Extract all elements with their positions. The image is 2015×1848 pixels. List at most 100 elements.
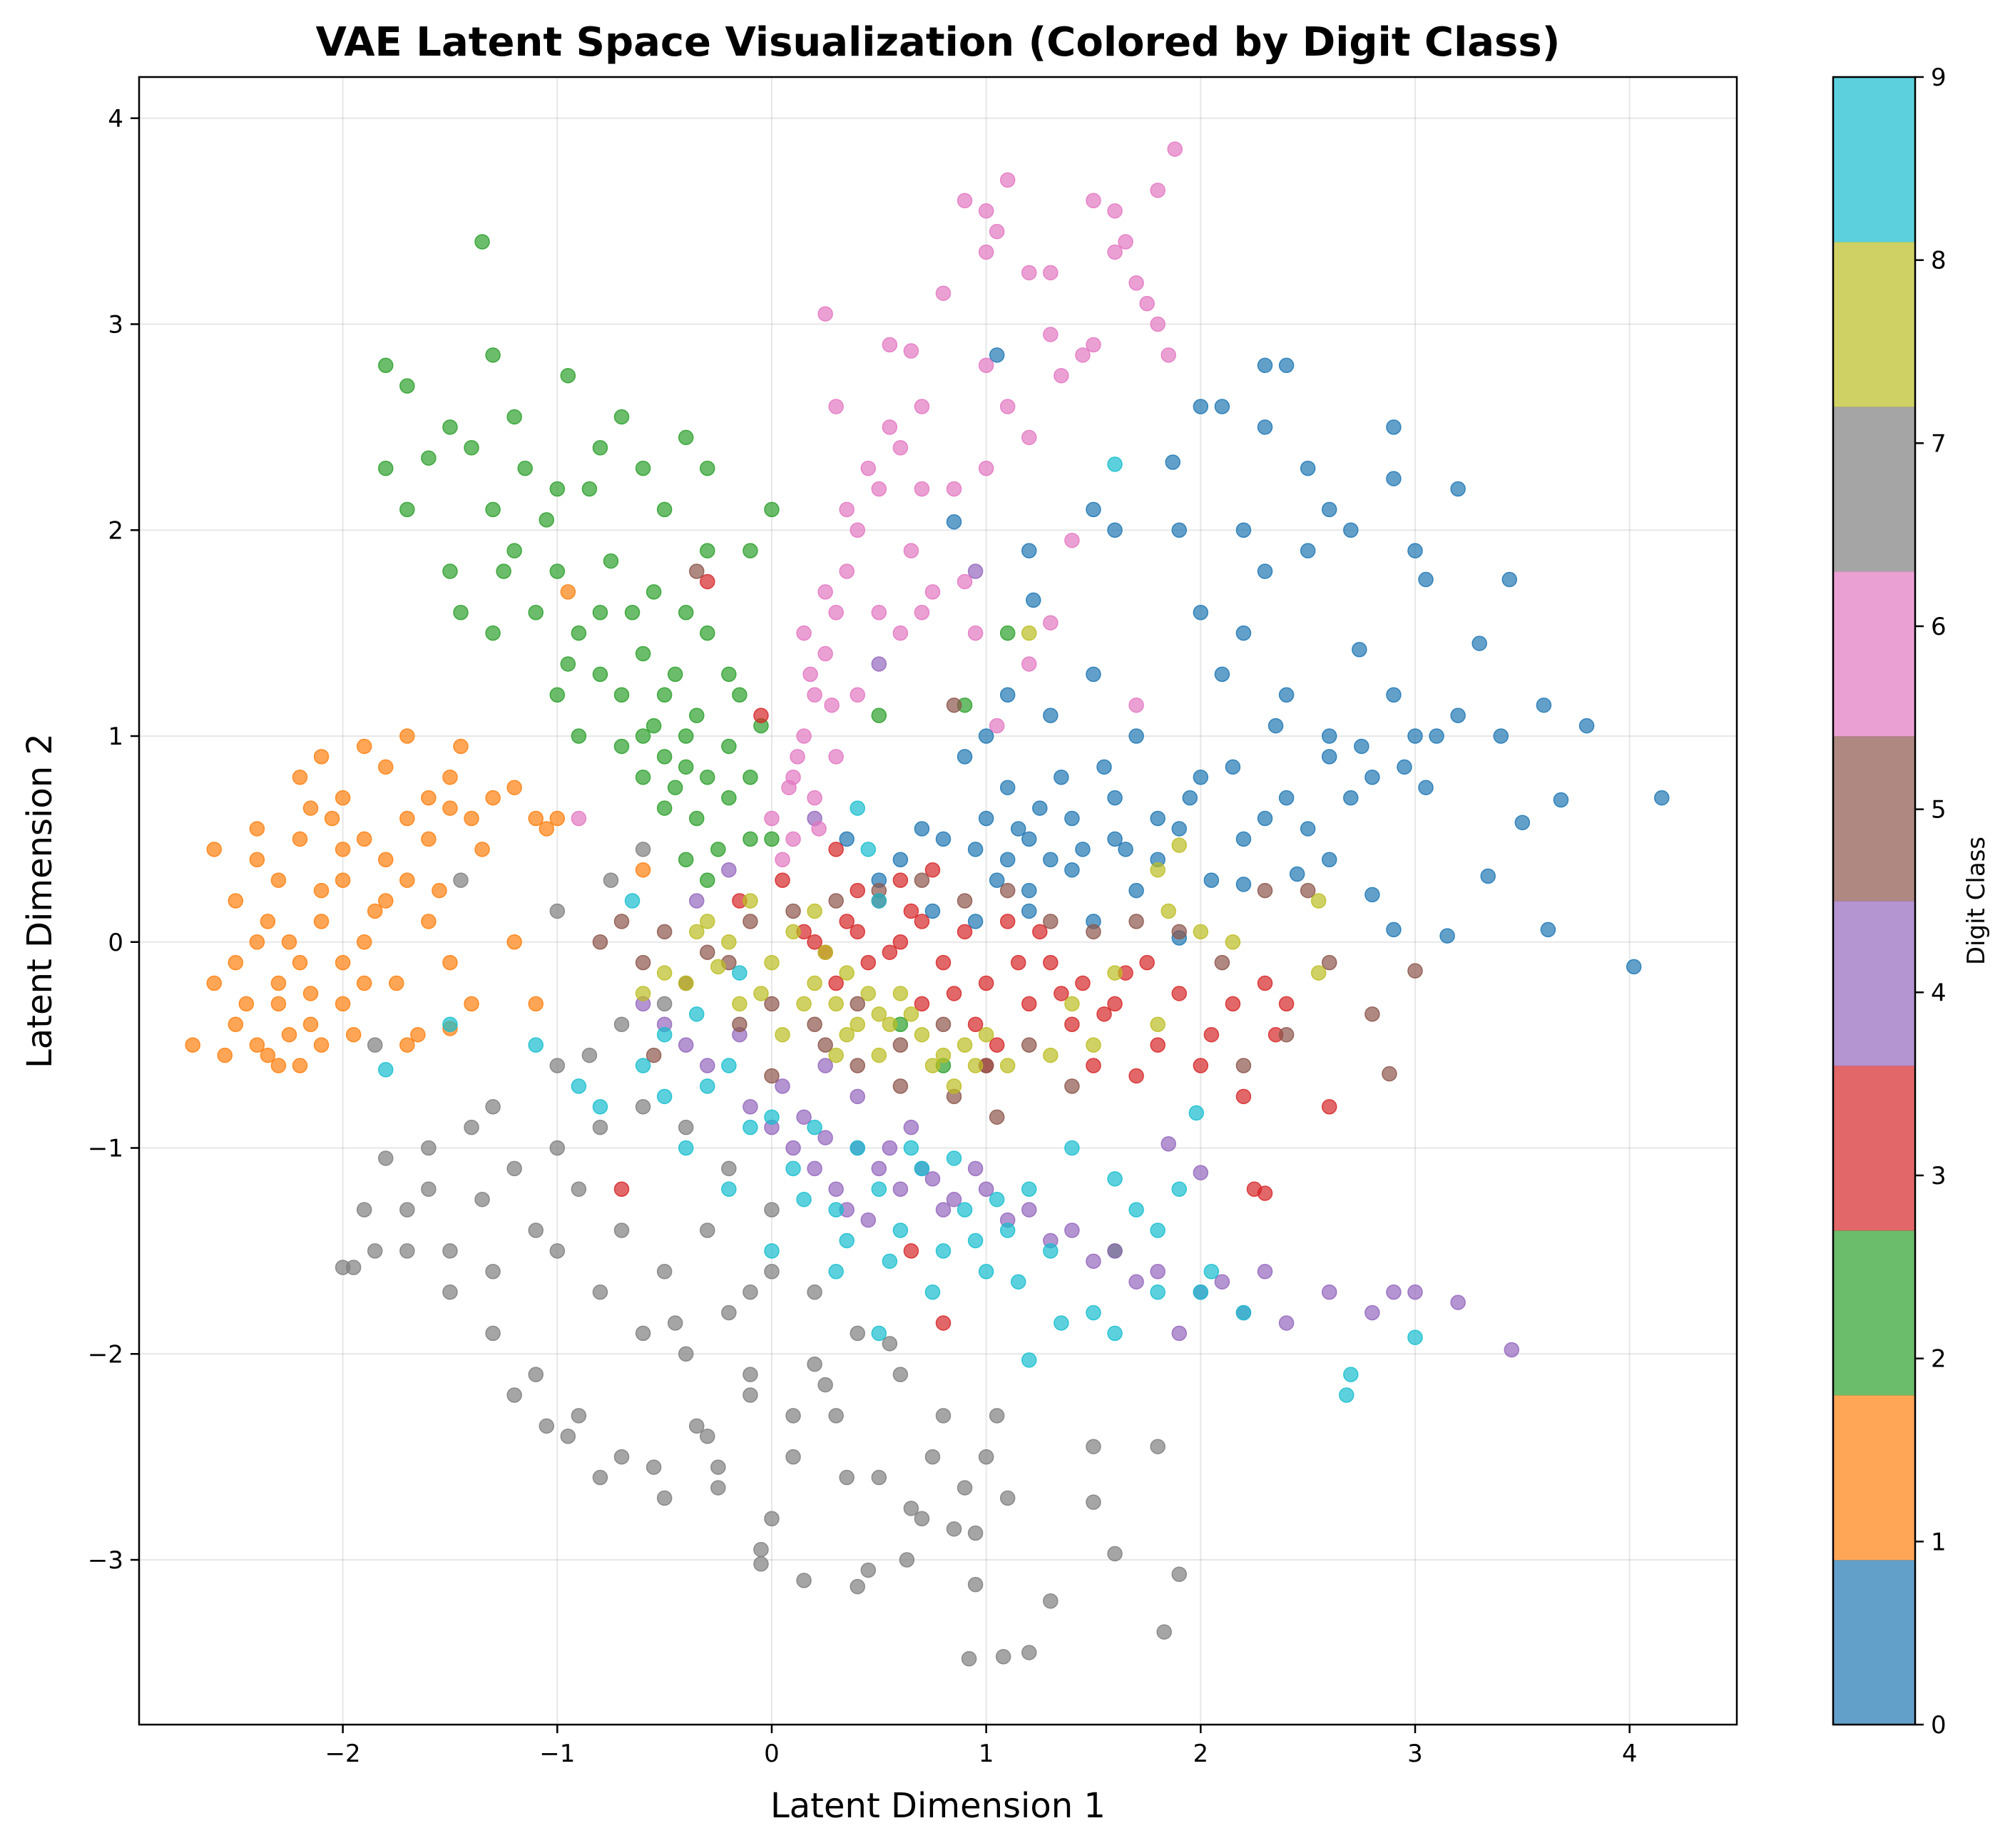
scatter-point-class-1 bbox=[421, 790, 437, 806]
scatter-point-class-2 bbox=[700, 543, 715, 558]
scatter-point-class-2 bbox=[635, 645, 651, 662]
scatter-point-class-1 bbox=[260, 1047, 276, 1063]
scatter-point-class-6 bbox=[914, 481, 930, 497]
scatter-point-class-4 bbox=[978, 1181, 994, 1197]
scatter-point-class-1 bbox=[270, 1058, 287, 1073]
scatter-point-class-6 bbox=[796, 728, 812, 744]
scatter-point-class-7 bbox=[1171, 1566, 1188, 1582]
scatter-point-class-0 bbox=[1165, 454, 1180, 470]
scatter-point-class-8 bbox=[775, 1026, 790, 1043]
scatter-point-class-1 bbox=[378, 893, 394, 909]
x-axis-label: Latent Dimension 1 bbox=[770, 1786, 1106, 1826]
scatter-point-class-0 bbox=[1257, 810, 1273, 827]
scatter-point-class-2 bbox=[592, 666, 608, 683]
scatter-point-class-7 bbox=[807, 1356, 822, 1372]
scatter-point-class-0 bbox=[1321, 501, 1337, 518]
scatter-point-class-5 bbox=[1214, 954, 1230, 971]
scatter-point-class-9 bbox=[700, 1078, 715, 1094]
scatter-point-class-0 bbox=[1235, 522, 1252, 538]
scatter-point-class-3 bbox=[935, 1315, 952, 1331]
scatter-point-class-7 bbox=[528, 1367, 544, 1382]
scatter-point-class-1 bbox=[345, 1026, 362, 1043]
scatter-point-class-7 bbox=[603, 872, 619, 888]
scatter-point-class-6 bbox=[781, 780, 797, 795]
scatter-point-class-6 bbox=[903, 343, 919, 359]
scatter-point-class-5 bbox=[700, 944, 715, 960]
scatter-point-class-0 bbox=[1386, 419, 1402, 435]
scatter-point-class-3 bbox=[1011, 954, 1026, 971]
scatter-point-class-7 bbox=[753, 1556, 769, 1572]
scatter-point-class-3 bbox=[1021, 996, 1037, 1012]
scatter-point-class-0 bbox=[1321, 852, 1337, 867]
scatter-point-class-0 bbox=[1086, 501, 1101, 518]
scatter-point-class-7 bbox=[989, 1408, 1005, 1424]
scatter-point-class-7 bbox=[367, 1243, 383, 1259]
scatter-point-class-1 bbox=[399, 810, 415, 827]
scatter-point-class-4 bbox=[828, 1181, 844, 1197]
scatter-point-class-0 bbox=[1225, 759, 1241, 775]
x-tick-label: 2 bbox=[1193, 1740, 1209, 1768]
scatter-point-class-0 bbox=[967, 842, 984, 857]
scatter-point-class-0 bbox=[1235, 625, 1252, 641]
scatter-point-class-7 bbox=[700, 1222, 715, 1238]
scatter-point-class-0 bbox=[1021, 831, 1037, 847]
scatter-point-class-6 bbox=[1021, 656, 1037, 672]
scatter-point-class-9 bbox=[978, 1264, 994, 1280]
scatter-point-class-5 bbox=[1043, 914, 1058, 929]
scatter-point-class-8 bbox=[656, 965, 673, 981]
scatter-point-class-9 bbox=[1107, 1325, 1123, 1342]
scatter-point-class-1 bbox=[228, 1016, 244, 1032]
scatter-point-class-5 bbox=[732, 1016, 748, 1032]
colorbar-tick-label: 2 bbox=[1931, 1345, 1947, 1374]
scatter-point-class-1 bbox=[228, 893, 244, 909]
colorbar-segment bbox=[1833, 1230, 1915, 1396]
scatter-point-class-0 bbox=[978, 728, 994, 744]
scatter-point-class-0 bbox=[1450, 481, 1466, 497]
scatter-point-class-0 bbox=[1043, 852, 1058, 867]
scatter-point-class-0 bbox=[1300, 460, 1316, 476]
scatter-point-class-1 bbox=[464, 996, 479, 1012]
scatter-point-class-1 bbox=[356, 934, 372, 950]
scatter-point-class-7 bbox=[442, 1284, 458, 1300]
scatter-point-class-9 bbox=[1150, 1222, 1165, 1238]
scatter-point-class-5 bbox=[1257, 882, 1273, 899]
scatter-point-class-4 bbox=[871, 656, 887, 672]
scatter-point-class-2 bbox=[442, 419, 458, 435]
scatter-point-class-1 bbox=[302, 1016, 319, 1032]
scatter-point-class-8 bbox=[860, 986, 877, 1001]
scatter-point-class-0 bbox=[1501, 571, 1518, 588]
scatter-point-class-8 bbox=[1160, 903, 1176, 919]
scatter-point-class-7 bbox=[485, 1099, 501, 1115]
scatter-point-class-2 bbox=[710, 842, 726, 857]
colorbar-segment bbox=[1833, 242, 1915, 407]
scatter-point-class-6 bbox=[1150, 183, 1165, 198]
scatter-point-class-7 bbox=[464, 1119, 479, 1135]
scatter-point-class-0 bbox=[1257, 357, 1273, 373]
scatter-point-class-2 bbox=[399, 378, 415, 394]
scatter-point-class-2 bbox=[700, 460, 715, 476]
scatter-point-class-6 bbox=[807, 790, 822, 806]
scatter-point-class-5 bbox=[1407, 963, 1423, 979]
scatter-point-class-2 bbox=[571, 625, 587, 641]
scatter-point-class-7 bbox=[753, 1541, 769, 1558]
scatter-point-class-2 bbox=[549, 563, 566, 579]
scatter-point-class-3 bbox=[1054, 986, 1069, 1001]
scatter-point-class-8 bbox=[828, 996, 844, 1012]
scatter-point-class-0 bbox=[1397, 759, 1412, 775]
scatter-point-class-2 bbox=[700, 625, 715, 641]
scatter-point-class-0 bbox=[1021, 543, 1037, 558]
scatter-point-class-0 bbox=[1257, 563, 1273, 579]
scatter-point-class-6 bbox=[839, 501, 855, 518]
scatter-point-class-2 bbox=[999, 625, 1016, 641]
scatter-point-class-9 bbox=[1188, 1105, 1205, 1121]
scatter-point-class-6 bbox=[1128, 697, 1144, 713]
scatter-point-class-0 bbox=[1171, 821, 1188, 837]
scatter-point-class-1 bbox=[356, 738, 372, 755]
scatter-point-class-6 bbox=[967, 625, 984, 641]
scatter-point-class-3 bbox=[903, 903, 919, 919]
scatter-point-class-3 bbox=[613, 1181, 630, 1197]
scatter-point-class-8 bbox=[1193, 924, 1209, 940]
scatter-point-class-3 bbox=[914, 996, 930, 1012]
scatter-point-class-6 bbox=[839, 563, 855, 579]
scatter-point-class-5 bbox=[935, 1016, 952, 1032]
